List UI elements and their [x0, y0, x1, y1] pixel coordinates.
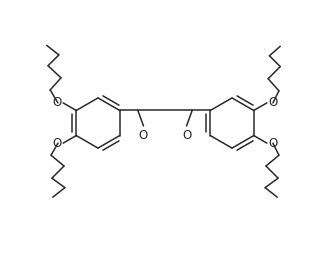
Text: O: O [182, 130, 191, 142]
Text: O: O [269, 136, 278, 150]
Text: O: O [52, 136, 61, 150]
Text: O: O [139, 130, 148, 142]
Text: O: O [52, 96, 61, 109]
Text: O: O [269, 96, 278, 109]
